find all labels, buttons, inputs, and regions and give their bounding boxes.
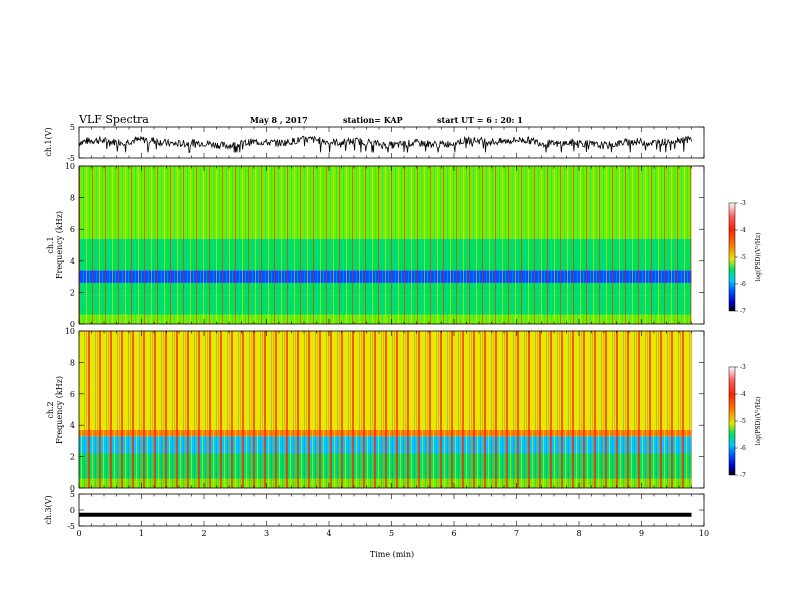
ch1-waveform-ytick-label: -5 [67, 154, 75, 163]
x-tick-label: 1 [139, 529, 144, 538]
ch1-waveform-trace [78, 135, 692, 153]
ch1-waveform-ylabel: ch.1(V) [44, 127, 53, 156]
figure-title: VLF Spectra [78, 113, 149, 126]
x-tick-label: 2 [201, 529, 206, 538]
x-tick-label: 3 [264, 529, 269, 538]
ch2-spectrogram-yticks: 0 2 4 6 8 10 [65, 327, 704, 493]
ch1-colorbar-tick-label: -5 [740, 254, 746, 261]
ch1-colorbar-tick-label: -4 [740, 227, 746, 234]
ch2-colorbar-tick-label: -4 [740, 391, 746, 398]
ch1-spectrogram-yticks: 0 2 4 6 8 10 [65, 162, 704, 329]
ch2-colorbar-gradient [728, 366, 736, 476]
ch3-waveform-xticks: 0 1 2 3 4 5 6 7 8 9 10 [76, 494, 709, 538]
ch2-colorbar-ticks: -3 -4 -5 -6 -7 [735, 364, 746, 479]
x-tick-label: 0 [76, 529, 81, 538]
x-axis-title: Time (min) [370, 550, 414, 559]
x-tick-label: 4 [326, 529, 331, 538]
ch3-waveform-ytick-label: 5 [70, 490, 75, 499]
ch2-colorbar-tick-label: -6 [740, 445, 746, 452]
x-tick-label: 8 [576, 529, 581, 538]
ch1-spectrogram-ytick-label: 0 [70, 320, 75, 329]
x-tick-label: 10 [699, 529, 709, 538]
ch2-spectrogram-ytick-label: 0 [70, 484, 75, 493]
ch2-spectrogram-ytick-label: 4 [70, 421, 75, 430]
ch1-waveform-yticks: 5 -5 [67, 123, 704, 163]
ch2-colorbar-tick-label: -5 [740, 418, 746, 425]
ch2-colorbar-tick-label: -7 [740, 472, 746, 479]
ch1-spectrogram-xticks [78, 166, 705, 324]
header-date: May 8 , 2017 [250, 115, 308, 125]
ch2-spectrogram-ytick-label: 10 [65, 327, 75, 336]
ch1-spectrogram-ytick-label: 6 [70, 225, 75, 234]
ch3-waveform-ylabel: ch.3(V) [44, 495, 53, 524]
ch1-waveform-ytick-label: 5 [70, 123, 75, 132]
x-tick-label: 5 [389, 529, 394, 538]
ch1-spectrogram-ytick-label: 4 [70, 257, 75, 266]
ch1-colorbar-ticks: -3 -4 -5 -6 -7 [735, 200, 746, 315]
ch2-spectrogram-streaks [79, 331, 693, 488]
ch1-spectrogram-ytick-label: 8 [70, 194, 75, 203]
header-station: station= KAP [343, 115, 403, 125]
ch2-colorbar-label: log(PSD)(V²/Hz) [755, 397, 762, 446]
ch1-spectrogram-ylabel-frequency: Frequency (kHz) [55, 211, 64, 279]
ch2-colorbar-tick-label: -3 [740, 364, 746, 371]
x-tick-label: 6 [451, 529, 456, 538]
ch1-colorbar-gradient [728, 202, 736, 312]
ch1-colorbar-tick-label: -3 [740, 200, 746, 207]
ch1-colorbar-tick-label: -7 [740, 308, 746, 315]
x-tick-label: 7 [514, 529, 519, 538]
ch2-spectrogram-ylabel-frequency: Frequency (kHz) [55, 376, 64, 444]
ch2-spectrogram-ytick-label: 6 [70, 390, 75, 399]
ch1-waveform-panel: 5 -5 ch.1(V) [44, 123, 705, 163]
ch3-waveform-ytick-label: -5 [67, 522, 75, 531]
ch1-waveform-xticks [78, 127, 705, 158]
ch1-colorbar: -3 -4 -5 -6 -7 log(PSD)(V²/Hz) [728, 200, 762, 315]
ch2-spectrogram-xticks [78, 331, 705, 488]
ch2-colorbar: -3 -4 -5 -6 -7 log(PSD)(V²/Hz) [728, 364, 762, 479]
ch2-spectrogram-ytick-label: 2 [70, 453, 75, 462]
ch1-spectrogram-streaks [79, 166, 693, 324]
ch2-spectrogram-ylabel-channel: ch.2 [46, 401, 55, 418]
ch2-spectrogram-panel: 0 2 4 6 8 10 ch.2 Frequency (kHz) [46, 327, 705, 493]
x-tick-label: 9 [639, 529, 644, 538]
ch3-waveform-panel: 50-5 0 1 2 3 4 5 6 7 8 9 10 ch.3(V) Time (min) [44, 490, 709, 559]
ch2-spectrogram-ytick-label: 8 [70, 358, 75, 367]
ch1-spectrogram-ytick-label: 10 [65, 162, 75, 171]
ch3-waveform-ytick-label: 0 [70, 506, 75, 515]
ch1-spectrogram-ytick-label: 2 [70, 288, 75, 297]
ch1-spectrogram-panel: 0 2 4 6 8 10 ch.1 Frequency (kHz) [46, 162, 705, 329]
ch1-spectrogram-ylabel-channel: ch.1 [46, 236, 55, 253]
ch1-colorbar-label: log(PSD)(V²/Hz) [755, 233, 762, 282]
header-start-time: start UT = 6 : 20: 1 [437, 115, 523, 125]
ch3-waveform-yticks: 5 0 -5 [67, 490, 704, 531]
ch1-colorbar-tick-label: -6 [740, 281, 746, 288]
